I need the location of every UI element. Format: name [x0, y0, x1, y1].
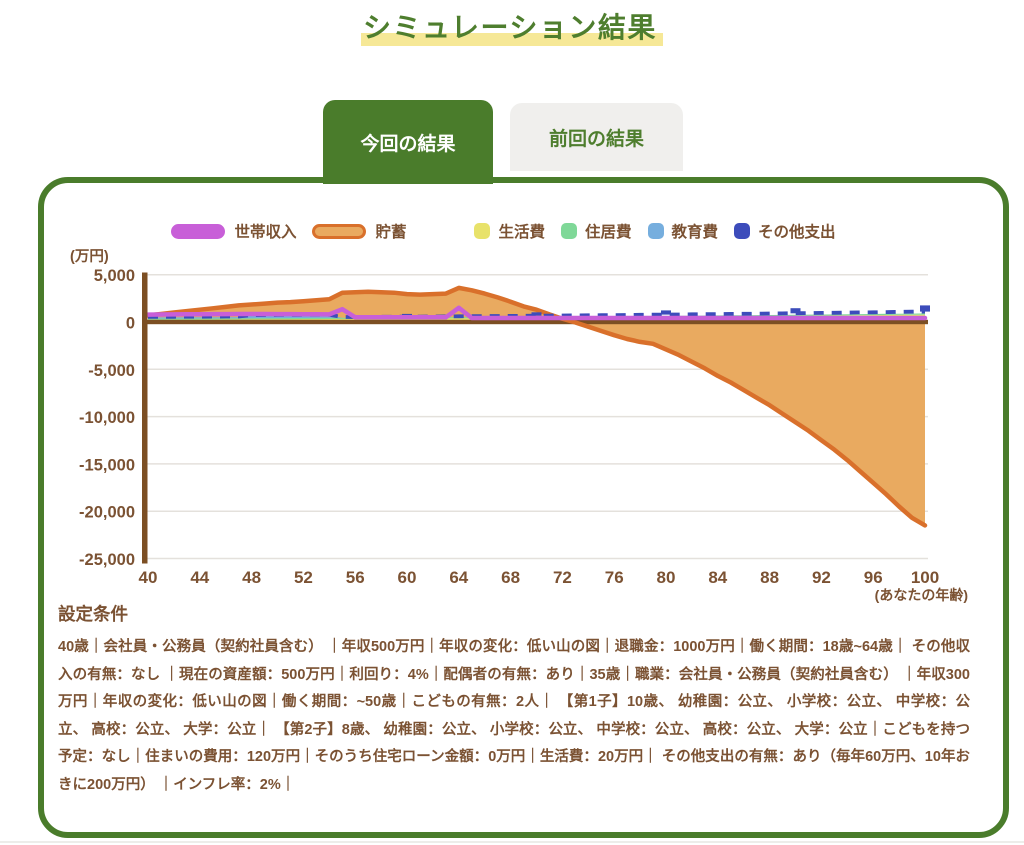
legend-item-housing-expenses: 住居費	[561, 220, 632, 242]
legend-label-education-expenses: 教育費	[671, 224, 719, 241]
x-tick-label: 44	[190, 568, 209, 587]
x-tick-label: 72	[553, 568, 572, 587]
y-tick-label: 5,000	[94, 267, 135, 285]
x-tick-label: 68	[501, 568, 520, 587]
legend-label-living-expenses: 生活費	[498, 224, 545, 241]
x-tick-label: 56	[346, 568, 365, 587]
savings-area	[148, 287, 925, 526]
y-tick-label: -20,000	[79, 504, 135, 522]
legend-swatch-education-expenses	[647, 223, 664, 239]
decade-expense-marker	[661, 310, 671, 315]
decade-expense-marker	[920, 305, 930, 312]
legend-label-other-expenses: その他支出	[758, 224, 836, 241]
legend-swatch-savings	[312, 223, 367, 239]
legend-item-savings: 貯蓄	[312, 220, 406, 242]
x-tick-label: 40	[139, 568, 158, 587]
income-line	[145, 305, 928, 321]
x-tick-label: 84	[708, 568, 727, 587]
result-panel: 世帯収入 貯蓄 生活費 住居費 教育費 その他支出 (万円) 5,000 0 -5,000 -1…	[38, 177, 1009, 838]
y-tick-label: 0	[126, 315, 135, 333]
settings-text: 40歳｜会社員・公務員（契約社員含む） ｜年収500万円｜年収の変化：低い山の図…	[58, 639, 970, 793]
chart-svg: 5,000 0 -5,000 -10,000 -15,000 -20,000 -25,000…	[79, 267, 968, 603]
x-tick-label: 60	[398, 568, 417, 587]
legend-item-household-income: 世帯収入	[171, 220, 296, 242]
legend-item-education-expenses: 教育費	[647, 220, 719, 242]
zero-line	[142, 319, 928, 325]
y-axis-unit-label: (万円)	[70, 249, 109, 265]
x-axis-note: (あなたの年齢)	[875, 587, 968, 603]
x-tick-label: 80	[657, 568, 676, 587]
decade-expense-marker	[790, 308, 801, 314]
legend-item-living-expenses: 生活費	[474, 220, 545, 242]
x-tick-label: 88	[760, 568, 779, 587]
page-title-text: シミュレーション結果	[361, 12, 663, 46]
tab-current-result[interactable]: 今回の結果	[323, 100, 493, 184]
savings-line	[145, 285, 928, 528]
page-title: シミュレーション結果	[0, 6, 1024, 46]
legend-swatch-household-income	[171, 223, 226, 239]
x-tick-label: 76	[605, 568, 624, 587]
y-tick-label: -15,000	[79, 456, 135, 474]
legend-label-household-income: 世帯収入	[234, 224, 297, 241]
x-tick-label: 96	[864, 568, 883, 587]
x-tick-label: 100	[911, 568, 939, 587]
settings-heading: 設定条件	[58, 604, 128, 624]
legend-label-housing-expenses: 住居費	[585, 224, 632, 241]
tab-previous-result[interactable]: 前回の結果	[510, 103, 683, 171]
decade-expense-marker	[531, 312, 542, 316]
y-axis-line	[142, 272, 148, 564]
x-tick-label: 64	[449, 568, 468, 587]
legend-item-other-expenses: その他支出	[734, 220, 836, 242]
y-tick-label: -10,000	[79, 409, 135, 427]
legend-swatch-living-expenses	[474, 223, 491, 239]
x-tick-label: 48	[242, 568, 261, 587]
y-tick-label: -25,000	[79, 551, 135, 569]
legend-swatch-housing-expenses	[561, 223, 577, 239]
savings-chart: 5,000 0 -5,000 -10,000 -15,000 -20,000 -25,000…	[55, 258, 995, 608]
x-tick-label: 92	[812, 568, 831, 587]
legend-label-savings: 貯蓄	[375, 224, 407, 241]
y-tick-label: -5,000	[88, 362, 135, 380]
legend-swatch-other-expenses	[734, 223, 751, 239]
chart-legend: 世帯収入 貯蓄 生活費 住居費 教育費 その他支出	[44, 220, 1003, 242]
page-bottom-divider	[0, 841, 1024, 843]
x-tick-label: 52	[294, 568, 313, 587]
housing-expense-band	[148, 313, 925, 320]
